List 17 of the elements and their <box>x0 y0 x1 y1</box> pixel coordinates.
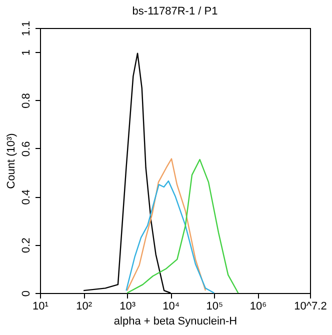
y-tick-label: 0.8 <box>20 93 32 108</box>
x-tick-label: 10¹ <box>32 300 49 312</box>
y-axis-title: Count (10³) <box>6 133 18 189</box>
chart-title: bs-11787R-1 / P1 <box>132 5 218 18</box>
x-tick-label: 10³ <box>120 300 136 312</box>
x-tick-label: 10⁴ <box>162 300 180 312</box>
y-tick-label: 1 <box>20 50 32 56</box>
y-tick-label: 1.1 <box>20 20 32 36</box>
y-tick-label: 0 <box>20 290 32 297</box>
x-axis-title: alpha + beta Synuclein-H <box>114 316 238 328</box>
x-tick-label: 10⁵ <box>206 300 224 312</box>
x-tick-label: 10^7.2 <box>294 300 327 312</box>
x-tick-label: 10² <box>76 300 92 312</box>
y-tick-label: 0.6 <box>20 141 32 157</box>
y-tick-label: 0.4 <box>20 189 32 205</box>
y-tick-label: 0.2 <box>20 238 32 253</box>
x-tick-label: 10⁶ <box>250 300 267 312</box>
